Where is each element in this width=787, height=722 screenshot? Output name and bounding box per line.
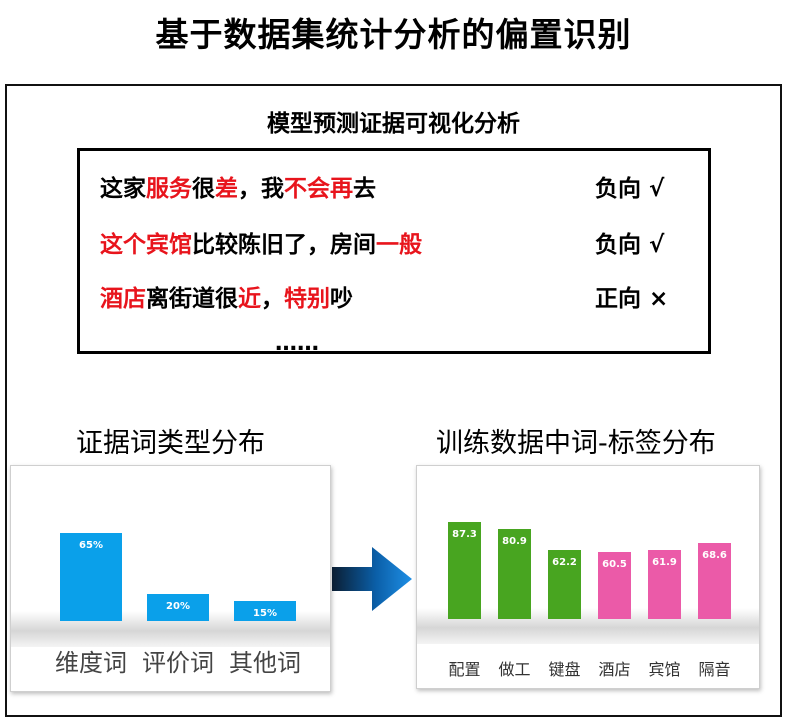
sentence-text: ，我 xyxy=(238,176,284,202)
category-label: 配置 xyxy=(448,660,481,679)
sentence-text: 这家 xyxy=(100,176,146,202)
left-chart-panel: 65% 维度词 20% 评价词 15% 其他词 xyxy=(10,465,331,692)
chart-bar: 65% xyxy=(60,533,122,621)
sentence-text: 比较陈旧了，房间 xyxy=(192,232,376,258)
evidence-highlight-word: 特别 xyxy=(284,286,330,312)
category-label: 隔音 xyxy=(698,660,731,679)
bar-value-label: 60.5 xyxy=(602,559,627,570)
chart-bar: 62.2 xyxy=(548,550,581,619)
bar-value-label: 20% xyxy=(166,601,190,612)
category-label: 酒店 xyxy=(598,660,631,679)
evidence-highlight-word: 不会 xyxy=(284,176,330,202)
evidence-box: 这家服务很差，我不会再去 负向 √ 这个宾馆比较陈旧了，房间一般 负向 √ 酒店离街道很… xyxy=(77,148,711,356)
prediction-label: 正向 × xyxy=(595,286,669,312)
evidence-highlight-word: 差 xyxy=(215,176,238,202)
prediction-label: 负向 √ xyxy=(595,176,665,202)
sentence-text: 吵 xyxy=(330,286,353,312)
bar-value-label: 15% xyxy=(253,608,277,619)
chart-bar: 60.5 xyxy=(598,552,631,619)
evidence-highlight-word: 服务 xyxy=(146,176,192,202)
bar-value-label: 61.9 xyxy=(652,557,677,568)
right-chart-panel: 87.3 配置 80.9 做工 62.2 键盘 60.5 酒店 61.9 宾馆 68.6 隔音 xyxy=(416,465,760,689)
chart-bar: 15% xyxy=(234,601,296,621)
right-arrow-icon xyxy=(332,547,412,611)
sentence-text: ， xyxy=(261,286,284,312)
bar-value-label: 68.6 xyxy=(702,550,727,561)
evidence-sentence: 这家服务很差，我不会再去 xyxy=(100,169,376,203)
category-label: 维度词 xyxy=(55,649,127,677)
category-label: 其他词 xyxy=(229,649,301,677)
ellipsis: …… xyxy=(275,331,319,356)
left-chart-title: 证据词类型分布 xyxy=(76,428,265,459)
evidence-highlight-word: 再 xyxy=(330,176,353,202)
chart-bar: 68.6 xyxy=(698,543,731,619)
evidence-highlight-word: 一般 xyxy=(376,232,422,258)
category-label: 宾馆 xyxy=(648,660,681,679)
sentence-text: 很 xyxy=(192,176,215,202)
evidence-highlight-word: 酒店 xyxy=(100,286,146,312)
evidence-panel-title: 模型预测证据可视化分析 xyxy=(267,111,520,137)
page-title: 基于数据集统计分析的偏置识别 xyxy=(155,15,632,54)
category-label: 评价词 xyxy=(142,649,214,677)
evidence-highlight-word: 近 xyxy=(238,286,261,312)
bar-value-label: 87.3 xyxy=(452,529,477,540)
category-label: 键盘 xyxy=(548,660,581,679)
sentence-text: 去 xyxy=(353,176,376,202)
chart-bar: 80.9 xyxy=(498,529,531,619)
evidence-highlight-word: 这个宾馆 xyxy=(100,232,192,258)
chart-bar: 20% xyxy=(147,594,209,621)
sentence-text: 离街道很 xyxy=(146,286,238,312)
evidence-sentence: 这个宾馆比较陈旧了，房间一般 xyxy=(100,225,422,259)
chart-bar: 61.9 xyxy=(648,550,681,619)
bar-value-label: 80.9 xyxy=(502,536,527,547)
right-chart-title: 训练数据中词-标签分布 xyxy=(436,428,716,459)
evidence-sentence: 酒店离街道很近，特别吵 xyxy=(100,279,353,313)
prediction-label: 负向 √ xyxy=(595,232,665,258)
bar-value-label: 65% xyxy=(79,540,103,551)
chart-bar: 87.3 xyxy=(448,522,481,619)
category-label: 做工 xyxy=(498,660,531,679)
bar-value-label: 62.2 xyxy=(552,557,577,568)
